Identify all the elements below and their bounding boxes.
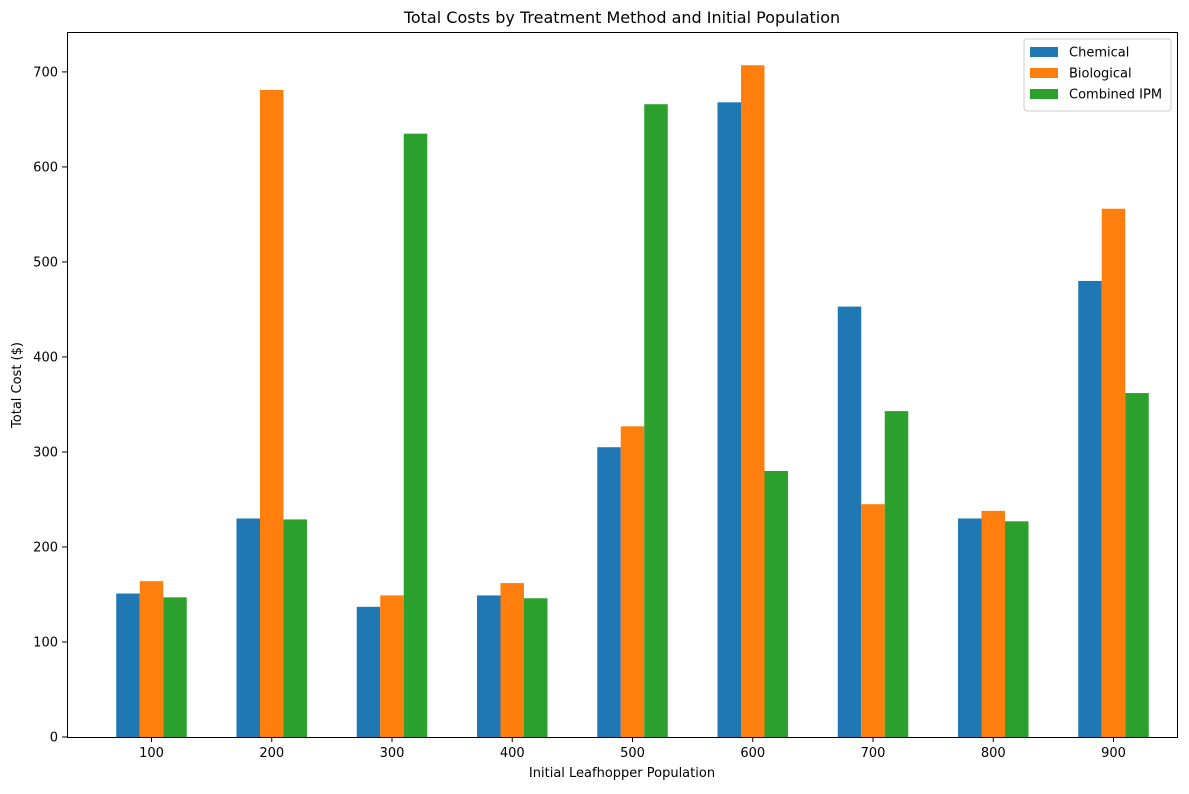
bar-combined-ipm-500 <box>644 104 668 737</box>
y-tick-label: 0 <box>50 731 58 746</box>
x-tick-label: 700 <box>861 746 886 761</box>
bar-chemical-900 <box>1078 280 1102 737</box>
y-tick-label: 300 <box>33 445 58 460</box>
bar-biological-900 <box>1101 208 1126 738</box>
x-tick-label: 600 <box>740 746 765 761</box>
x-tick-label: 500 <box>620 746 645 761</box>
bar-biological-500 <box>620 426 645 737</box>
y-tick-label: 600 <box>33 160 58 175</box>
legend: Chemical Biological Combined IPM <box>1023 38 1172 112</box>
bar-combined-ipm-900 <box>1125 393 1149 737</box>
bar-combined-ipm-200 <box>283 519 307 737</box>
x-tick-label: 200 <box>259 746 284 761</box>
y-tick-label: 700 <box>33 65 58 80</box>
legend-swatch-combined-ipm <box>1030 89 1058 99</box>
bar-combined-ipm-700 <box>884 411 909 737</box>
y-tick-label: 500 <box>33 255 58 270</box>
y-tick-label: 100 <box>33 635 58 650</box>
bar-chemical-400 <box>477 595 501 737</box>
bar-combined-ipm-600 <box>764 470 788 737</box>
legend-swatch-chemical <box>1030 47 1058 57</box>
y-axis-label: Total Cost ($) <box>10 342 25 429</box>
bar-chemical-800 <box>958 518 982 737</box>
legend-box <box>1023 38 1172 112</box>
x-tick-label: 300 <box>380 746 405 761</box>
x-tick-label: 800 <box>981 746 1006 761</box>
chart-title: Total Costs by Treatment Method and Init… <box>403 8 840 27</box>
y-axis: 0 100 200 300 400 500 600 700 <box>33 65 67 746</box>
bar-chemical-600 <box>717 102 741 737</box>
bars-group <box>116 65 1149 738</box>
bar-combined-ipm-100 <box>163 597 187 737</box>
bar-chemical-500 <box>597 447 621 737</box>
legend-label-biological: Biological <box>1069 67 1132 82</box>
bar-chemical-700 <box>837 306 862 737</box>
bar-chemical-200 <box>236 518 260 737</box>
bar-biological-100 <box>139 581 164 737</box>
bar-biological-800 <box>981 510 1005 737</box>
x-tick-label: 100 <box>139 746 164 761</box>
bar-combined-ipm-400 <box>524 598 548 737</box>
bar-biological-700 <box>861 504 885 737</box>
bar-chemical-300 <box>356 606 381 737</box>
legend-label-combined-ipm: Combined IPM <box>1069 88 1162 103</box>
bar-biological-300 <box>380 595 404 737</box>
legend-label-chemical: Chemical <box>1069 46 1129 61</box>
y-tick-label: 200 <box>33 540 58 555</box>
plot-frame <box>67 32 1178 738</box>
bar-combined-ipm-800 <box>1005 521 1029 737</box>
x-axis: 100 200 300 400 500 600 700 800 900 <box>139 737 1126 761</box>
bar-biological-200 <box>260 89 284 737</box>
bar-biological-400 <box>500 583 524 737</box>
x-tick-label: 400 <box>500 746 525 761</box>
legend-swatch-biological <box>1030 68 1058 78</box>
bar-combined-ipm-300 <box>403 133 428 737</box>
bar-biological-600 <box>741 65 765 737</box>
y-tick-label: 400 <box>33 350 58 365</box>
x-axis-label: Initial Leafhopper Population <box>529 766 715 781</box>
bar-chemical-100 <box>116 593 140 737</box>
x-tick-label: 900 <box>1101 746 1126 761</box>
